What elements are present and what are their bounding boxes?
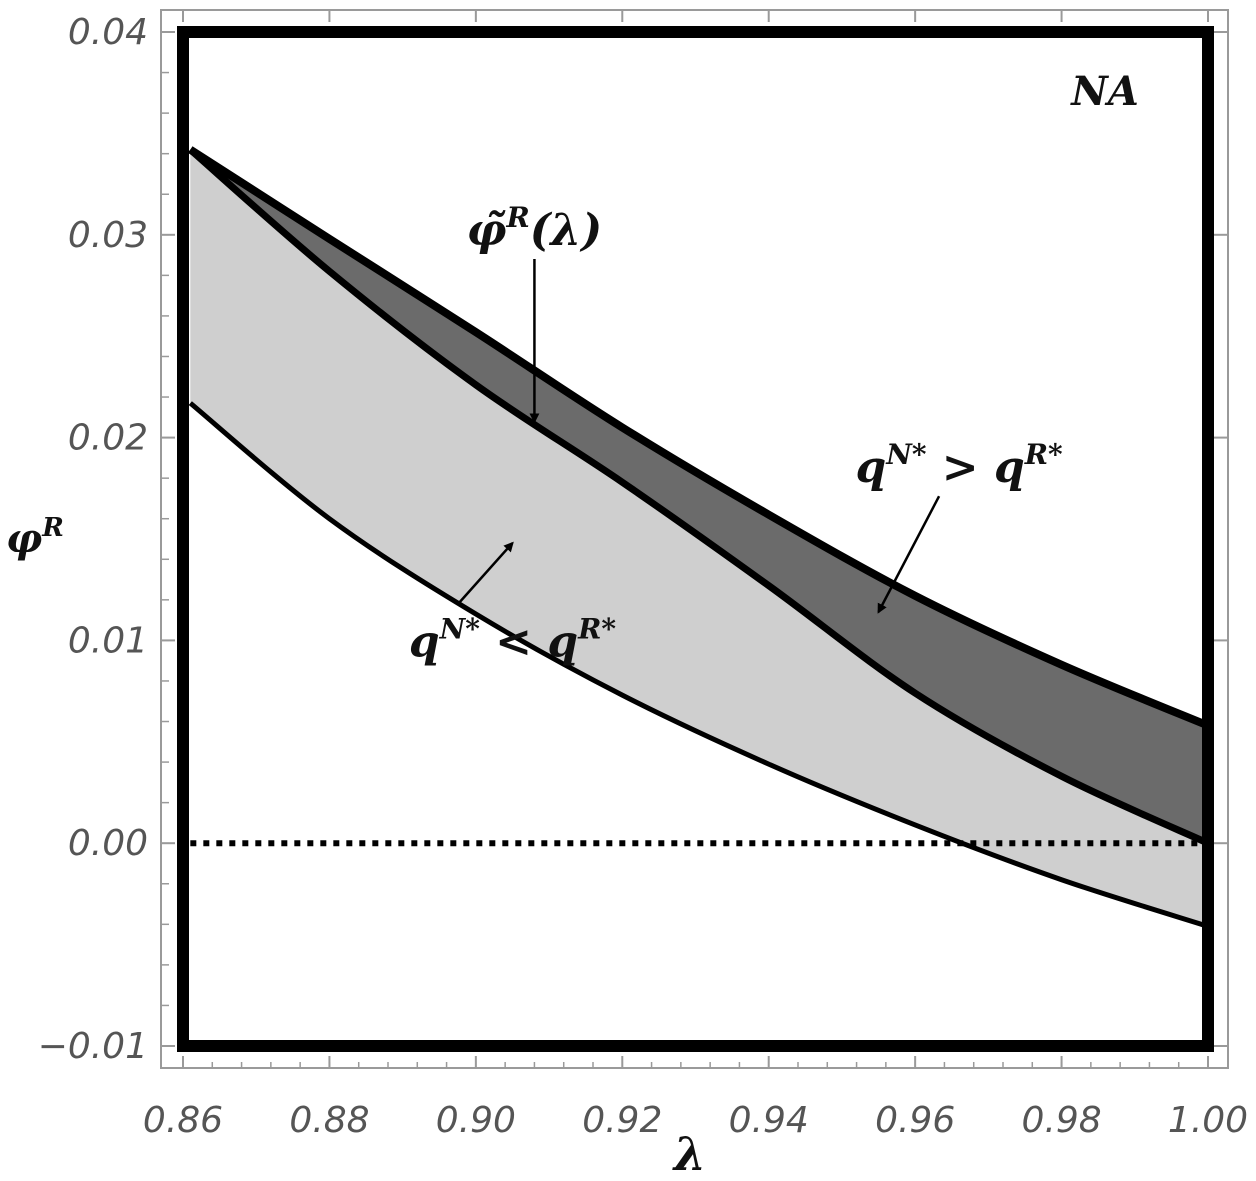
- y-axis-title-base: φ: [6, 515, 42, 562]
- tilde-phi-curve: [188, 146, 1210, 847]
- x-tick-label: 0.94: [729, 1100, 809, 1141]
- annotations: φ̃R(λ) qN* > qR* qN* < qR*: [409, 201, 1063, 668]
- x-tick-label: 0.88: [289, 1100, 369, 1141]
- x-tick-label: 0.98: [1021, 1100, 1101, 1141]
- x-axis-title: λ: [672, 1127, 706, 1181]
- x-tick-label: 0.92: [582, 1100, 662, 1141]
- upper-boundary-curve: [188, 146, 1210, 730]
- annotation-label-2: qN* > qR*: [855, 438, 1063, 493]
- y-tick-label: 0.00: [68, 823, 148, 864]
- x-tick-label: 1.00: [1168, 1100, 1248, 1141]
- y-axis-title-sup: R: [41, 513, 64, 543]
- y-tick-label: −0.01: [38, 1026, 148, 1067]
- thick-frame: [177, 26, 1214, 1052]
- x-tick-label: 0.86: [143, 1100, 223, 1141]
- x-tick-label: 0.96: [875, 1100, 955, 1141]
- annotation-label-1: φ̃R(λ): [467, 201, 603, 256]
- y-tick-label: 0.04: [68, 12, 148, 53]
- x-tick-label: 0.90: [436, 1100, 516, 1141]
- y-axis-title: φR: [6, 513, 64, 562]
- annotation-arrow-3: [456, 541, 514, 606]
- region-label-na: NA: [1069, 68, 1139, 115]
- lower-boundary-curve: [188, 401, 1209, 929]
- axes-box: [160, 9, 1229, 1069]
- y-tick-label: 0.03: [68, 215, 148, 256]
- y-tick-label: 0.01: [68, 620, 148, 661]
- dark-region: [190, 149, 1209, 844]
- annotation-label-3: qN* < qR*: [409, 613, 617, 668]
- annotation-arrow-2: [877, 495, 941, 614]
- ticks: 0.86 0.88 0.90 0.92 0.94 0.96 0.98 1.00 −0.01 0.0…: [38, 10, 1248, 1141]
- plot-frame: [160, 9, 1229, 1069]
- y-tick-label: 0.02: [68, 418, 148, 459]
